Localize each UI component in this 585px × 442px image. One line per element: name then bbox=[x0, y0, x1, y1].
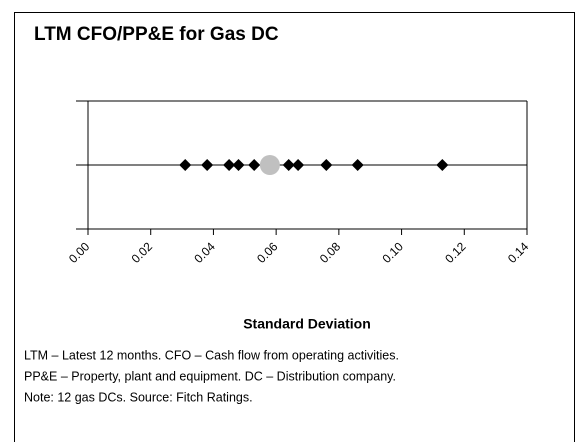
footnote: PP&E – Property, plant and equipment. DC… bbox=[24, 369, 396, 383]
data-point bbox=[248, 159, 261, 171]
footnote: Note: 12 gas DCs. Source: Fitch Ratings. bbox=[24, 390, 253, 404]
data-point bbox=[320, 159, 333, 171]
plot-area bbox=[76, 100, 528, 230]
data-point bbox=[436, 159, 449, 171]
mean-point bbox=[259, 155, 280, 175]
data-point bbox=[351, 159, 364, 171]
data-point bbox=[232, 159, 245, 171]
chart-title: LTM CFO/PP&E for Gas DC bbox=[34, 24, 279, 45]
footnote: LTM – Latest 12 months. CFO – Cash flow … bbox=[24, 348, 399, 362]
frame bbox=[14, 12, 575, 442]
data-point bbox=[223, 159, 236, 171]
data-point bbox=[179, 159, 192, 171]
data-point bbox=[201, 159, 214, 171]
data-point bbox=[292, 159, 305, 171]
x-axis-label: Standard Deviation bbox=[243, 316, 371, 332]
data-point bbox=[282, 159, 295, 171]
